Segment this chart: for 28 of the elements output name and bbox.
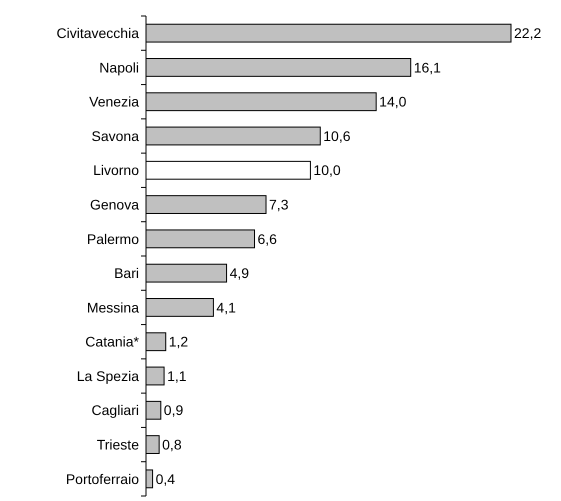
data-label: 0,9: [164, 402, 184, 418]
data-label: 7,3: [269, 196, 289, 212]
y-tick-label: Portoferraio: [66, 470, 140, 487]
data-label: 1,2: [168, 334, 188, 350]
data-label: 4,9: [230, 265, 250, 282]
data-label: 16,1: [414, 59, 442, 76]
data-label: 6,6: [258, 230, 278, 247]
y-tick-label: La Spezia: [76, 368, 140, 384]
y-tick-label: Napoli: [99, 59, 139, 76]
y-tick-label: Messina: [86, 299, 140, 316]
y-tick-label: Catania*: [85, 334, 140, 350]
y-tick-label: Livorno: [93, 162, 140, 178]
y-tick-label: Venezia: [89, 94, 140, 110]
data-label: 22,2: [514, 25, 542, 42]
y-tick-label: Savona: [92, 128, 140, 144]
data-label: 4,1: [216, 299, 236, 316]
data-label: 14,0: [379, 94, 407, 110]
data-label: 10,0: [313, 162, 341, 178]
y-tick-label: Palermo: [86, 230, 140, 247]
data-label: 10,6: [323, 128, 351, 144]
y-tick-label: Genova: [90, 196, 140, 212]
y-tick-label: Cagliari: [92, 402, 139, 418]
y-tick-label: Trieste: [96, 436, 140, 452]
data-label: 1,1: [167, 368, 187, 384]
data-label: 0,4: [156, 470, 176, 487]
y-tick-label: Bari: [114, 265, 139, 282]
data-label: 0,8: [162, 436, 182, 452]
y-tick-label: Civitavecchia: [56, 25, 140, 42]
